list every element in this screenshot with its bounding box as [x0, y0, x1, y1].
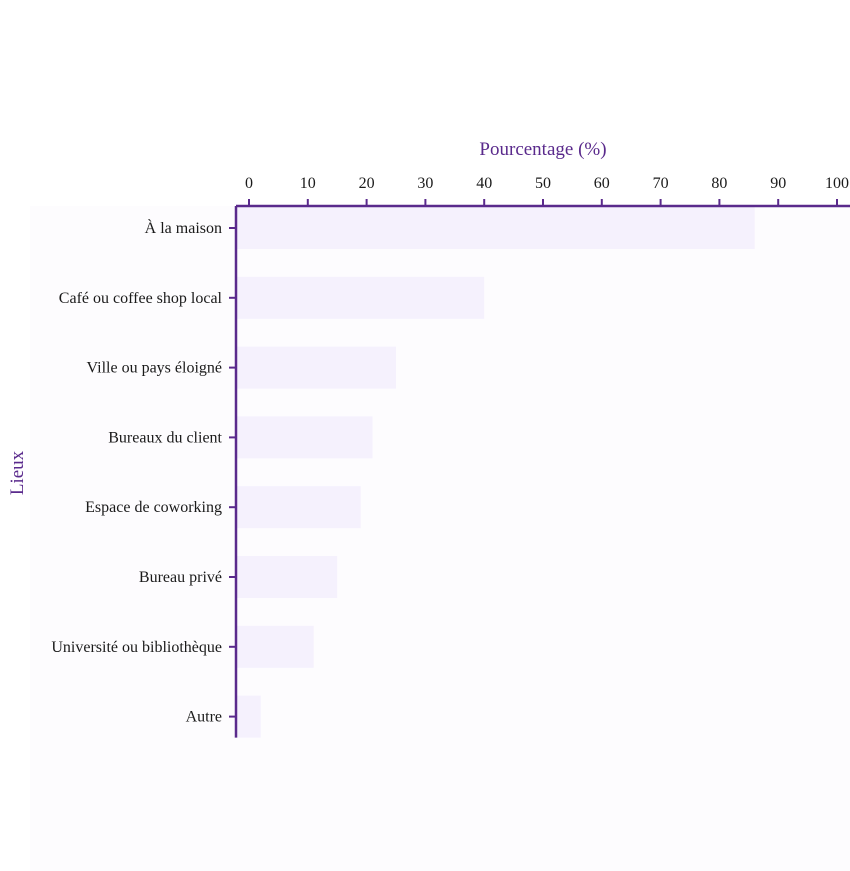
x-tick-label: 30 — [417, 175, 433, 192]
bar — [237, 207, 755, 249]
x-tick-label: 0 — [245, 175, 253, 192]
x-tick-label: 20 — [359, 175, 375, 192]
x-tick-label: 60 — [594, 175, 610, 192]
x-tick-label: 100 — [825, 175, 849, 192]
bar — [237, 695, 261, 738]
x-tick-label: 50 — [535, 175, 551, 192]
category-label: Université ou bibliothèque — [51, 639, 222, 656]
category-label: Espace de coworking — [85, 499, 222, 516]
category-label: Bureaux du client — [108, 429, 222, 446]
x-tick-label: 10 — [300, 175, 316, 192]
bar — [237, 416, 373, 459]
category-label: Autre — [186, 709, 222, 726]
category-label: Café ou coffee shop local — [59, 290, 223, 307]
x-tick-label: 80 — [711, 175, 727, 192]
bar — [237, 276, 485, 319]
category-label: Ville ou pays éloigné — [87, 360, 222, 377]
x-tick-label: 70 — [653, 175, 669, 192]
bar — [237, 625, 314, 668]
bar — [237, 486, 361, 529]
x-tick-label: 40 — [476, 175, 492, 192]
category-label: Bureau privé — [139, 569, 222, 586]
bar — [237, 556, 338, 598]
y-axis-title: Lieux — [7, 450, 28, 495]
bar — [237, 346, 396, 389]
x-tick-label: 90 — [770, 175, 786, 192]
x-axis-title: Pourcentage (%) — [479, 139, 606, 160]
category-label: À la maison — [145, 218, 222, 237]
